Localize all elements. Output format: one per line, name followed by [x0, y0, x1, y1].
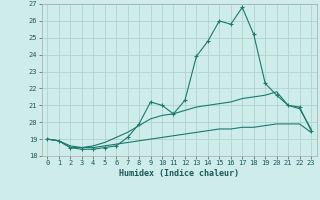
X-axis label: Humidex (Indice chaleur): Humidex (Indice chaleur) [119, 169, 239, 178]
